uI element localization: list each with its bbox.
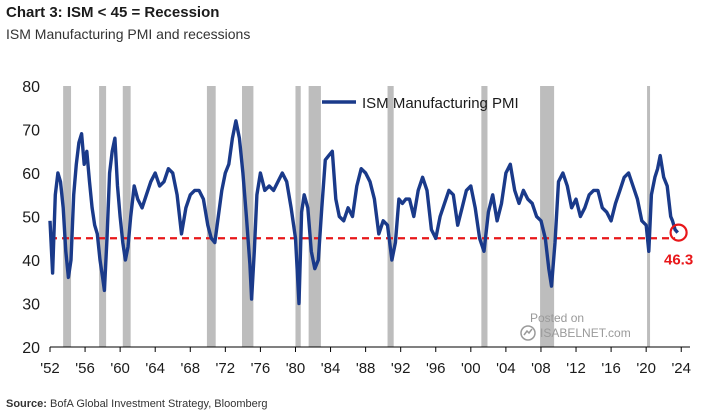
x-tick-label-1992: '92 [391, 360, 411, 377]
recession-bar-5 [295, 86, 301, 347]
y-axis-ticks: 20 30 40 50 60 70 80 [22, 79, 40, 357]
x-axis-ticks: '52 '56 '60 '64 '68 '72 '76 '80 '84 '88 '92 '96 '00 '… [40, 347, 691, 377]
watermark: Posted on ISABELNET.com [520, 311, 631, 341]
x-tick-label-1980: '80 [286, 360, 306, 377]
latest-value-marker [669, 223, 688, 242]
x-tick-label-2000: '00 [461, 360, 481, 377]
source-note: Source: BofA Global Investment Strategy,… [6, 398, 268, 410]
x-tick-label-2012: '12 [566, 360, 586, 377]
x-tick-label-1984: '84 [321, 360, 341, 377]
recession-bar-3 [206, 86, 216, 347]
x-tick-label-2016: '16 [601, 360, 621, 377]
recession-bar-2 [122, 86, 131, 347]
recession-bars [63, 86, 651, 347]
x-tick-label-1976: '76 [251, 360, 271, 377]
y-tick-label-30: 30 [22, 297, 40, 314]
x-tick-label-1996: '96 [426, 360, 446, 377]
source-text: BofA Global Investment Strategy, Bloombe… [50, 398, 268, 410]
x-tick-label-1952: '52 [40, 360, 60, 377]
recession-bar-7 [387, 86, 394, 347]
watermark-posted-on: Posted on [530, 311, 585, 325]
x-tick-label-1960: '60 [110, 360, 130, 377]
legend-label: ISM Manufacturing PMI [362, 95, 519, 112]
x-tick-label-1956: '56 [75, 360, 95, 377]
x-tick-label-2024: '24 [671, 360, 691, 377]
y-tick-label-20: 20 [22, 340, 40, 357]
recession-bar-8 [481, 86, 488, 347]
y-tick-label-70: 70 [22, 123, 40, 140]
watermark-site: ISABELNET.com [540, 326, 631, 340]
x-tick-label-1964: '64 [145, 360, 165, 377]
chart-title: Chart 3: ISM < 45 = Recession [6, 4, 220, 21]
x-tick-label-2004: '04 [496, 360, 516, 377]
x-tick-label-2020: '20 [636, 360, 656, 377]
legend: ISM Manufacturing PMI [322, 95, 519, 112]
x-tick-label-1968: '68 [180, 360, 200, 377]
y-tick-label-60: 60 [22, 166, 40, 183]
chart-subtitle: ISM Manufacturing PMI and recessions [6, 26, 251, 42]
recession-bar-6 [308, 86, 321, 347]
recession-bar-10 [647, 86, 651, 347]
recession-bar-1 [99, 86, 107, 347]
recession-bar-9 [540, 86, 555, 347]
recession-bar-0 [63, 86, 72, 347]
y-tick-label-80: 80 [22, 79, 40, 96]
latest-value-label: 46.3 [664, 252, 693, 269]
x-tick-label-1988: '88 [356, 360, 376, 377]
x-tick-label-1972: '72 [216, 360, 236, 377]
x-tick-label-2008: '08 [531, 360, 551, 377]
y-tick-label-50: 50 [22, 210, 40, 227]
isabelnet-logo-icon [520, 325, 536, 341]
y-tick-label-40: 40 [22, 253, 40, 270]
source-label: Source: [6, 398, 47, 410]
series-line-ism-pmi [48, 119, 679, 306]
